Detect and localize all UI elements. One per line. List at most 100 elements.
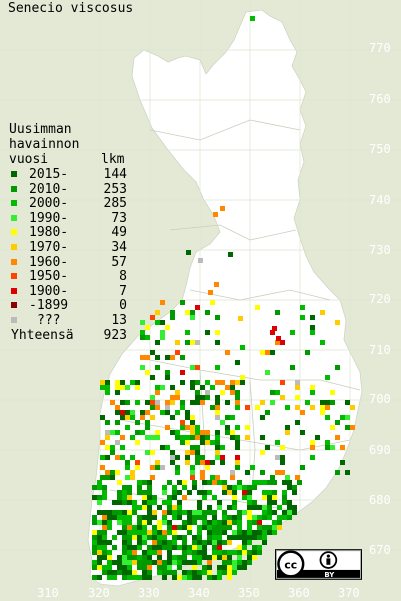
observation-square [225,385,230,390]
observation-square [115,390,120,395]
observation-square [190,415,195,420]
observation-square [110,470,115,475]
observation-square [202,555,207,560]
observation-square [162,515,167,520]
observation-square [162,560,167,565]
observation-square [127,540,132,545]
observation-square [232,550,237,555]
observation-square [105,390,110,395]
observation-square [137,480,142,485]
observation-square [165,355,170,360]
observation-square [232,520,237,525]
observation-square [190,445,195,450]
observation-square [182,495,187,500]
observation-square [137,485,142,490]
observation-square [240,380,245,385]
observation-square [152,550,157,555]
observation-square [152,545,157,550]
observation-square [172,555,177,560]
observation-square [207,555,212,560]
observation-square [142,570,147,575]
observation-square [272,326,277,331]
observation-square [150,475,155,480]
observation-square [280,455,285,460]
legend-swatch [11,316,17,323]
observation-square [267,515,272,520]
creative-commons-by-icon[interactable]: cc BY [275,549,362,580]
observation-square [170,400,175,405]
observation-square [212,510,217,515]
observation-square [100,415,105,420]
observation-square [172,515,177,520]
observation-square [237,485,242,490]
observation-square [202,510,207,515]
observation-square [320,410,325,415]
observation-square [117,500,122,505]
observation-square [275,470,280,475]
observation-square [147,575,152,580]
observation-square [107,540,112,545]
observation-square [100,455,105,460]
observation-square [292,505,297,510]
observation-square [205,310,210,315]
observation-square [167,480,172,485]
observation-square [210,405,215,410]
observation-square [215,475,220,480]
observation-square [132,505,137,510]
observation-square [267,495,272,500]
observation-square [137,545,142,550]
observation-square [262,495,267,500]
observation-square [225,425,230,430]
observation-square [125,400,130,405]
observation-square [167,510,172,515]
observation-square [122,545,127,550]
observation-square [262,530,267,535]
observation-square [210,440,215,445]
observation-square [122,490,127,495]
observation-square [187,515,192,520]
observation-square [130,435,135,440]
observation-square [105,475,110,480]
observation-square [172,545,177,550]
legend-total-count: 923 [103,327,127,343]
observation-square [280,395,285,400]
observation-square [200,460,205,465]
observation-square [235,435,240,440]
legend-count: 253 [103,181,127,197]
observation-square [157,555,162,560]
observation-square [190,380,195,385]
observation-square [130,410,135,415]
observation-square [330,425,335,430]
observation-square [137,490,142,495]
observation-square [102,530,107,535]
observation-square [122,540,127,545]
observation-square [177,525,182,530]
observation-square [195,365,200,370]
observation-square [105,385,110,390]
observation-square [120,455,125,460]
observation-square [122,575,127,580]
observation-square [97,555,102,560]
observation-square [122,520,127,525]
observation-square [305,350,310,355]
observation-square [297,480,302,485]
observation-square [287,485,292,490]
observation-square [160,300,165,305]
observation-square [215,410,220,415]
observation-square [185,425,190,430]
observation-square [175,390,180,395]
observation-square [197,525,202,530]
observation-square [310,440,315,445]
observation-square [220,420,225,425]
observation-square [125,475,130,480]
observation-square [165,325,170,330]
observation-square [195,450,200,455]
observation-square [155,385,160,390]
observation-square [155,435,160,440]
observation-square [167,555,172,560]
observation-square [157,570,162,575]
observation-square [177,500,182,505]
y-tick-label: 740 [369,193,391,207]
observation-square [185,310,190,315]
observation-square [197,530,202,535]
